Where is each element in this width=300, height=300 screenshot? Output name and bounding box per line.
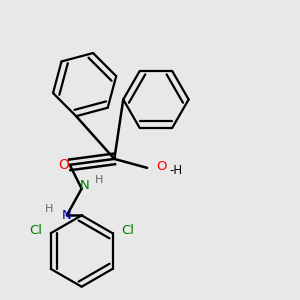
Text: Cl: Cl bbox=[29, 224, 42, 237]
Text: N: N bbox=[62, 209, 72, 222]
Text: -H: -H bbox=[169, 164, 182, 177]
Text: N: N bbox=[80, 179, 89, 192]
Text: O: O bbox=[156, 160, 166, 173]
Text: H: H bbox=[95, 175, 104, 185]
Text: O: O bbox=[58, 158, 69, 172]
Text: Cl: Cl bbox=[121, 224, 134, 237]
Text: H: H bbox=[45, 204, 53, 214]
